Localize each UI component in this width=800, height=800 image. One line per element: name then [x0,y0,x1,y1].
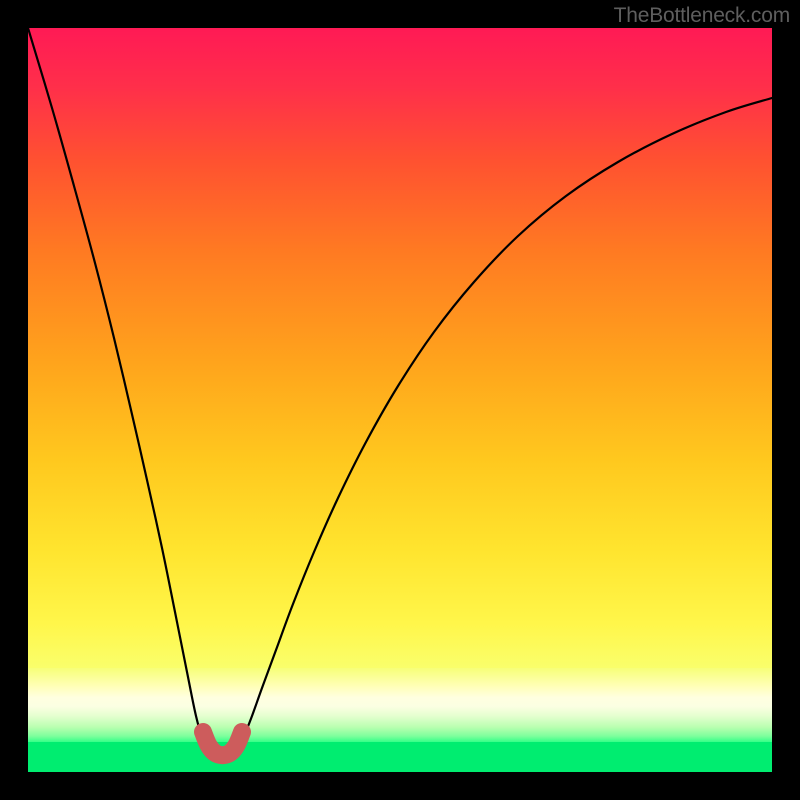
curve-right-branch [238,98,772,748]
watermark-text: TheBottleneck.com [614,4,790,27]
watermark-label: TheBottleneck.com [614,4,790,28]
curves-svg [28,28,772,772]
figure-container: TheBottleneck.com [0,0,800,800]
plot-area [28,28,772,772]
valley-marker [203,732,242,755]
curve-left-branch [28,28,208,748]
